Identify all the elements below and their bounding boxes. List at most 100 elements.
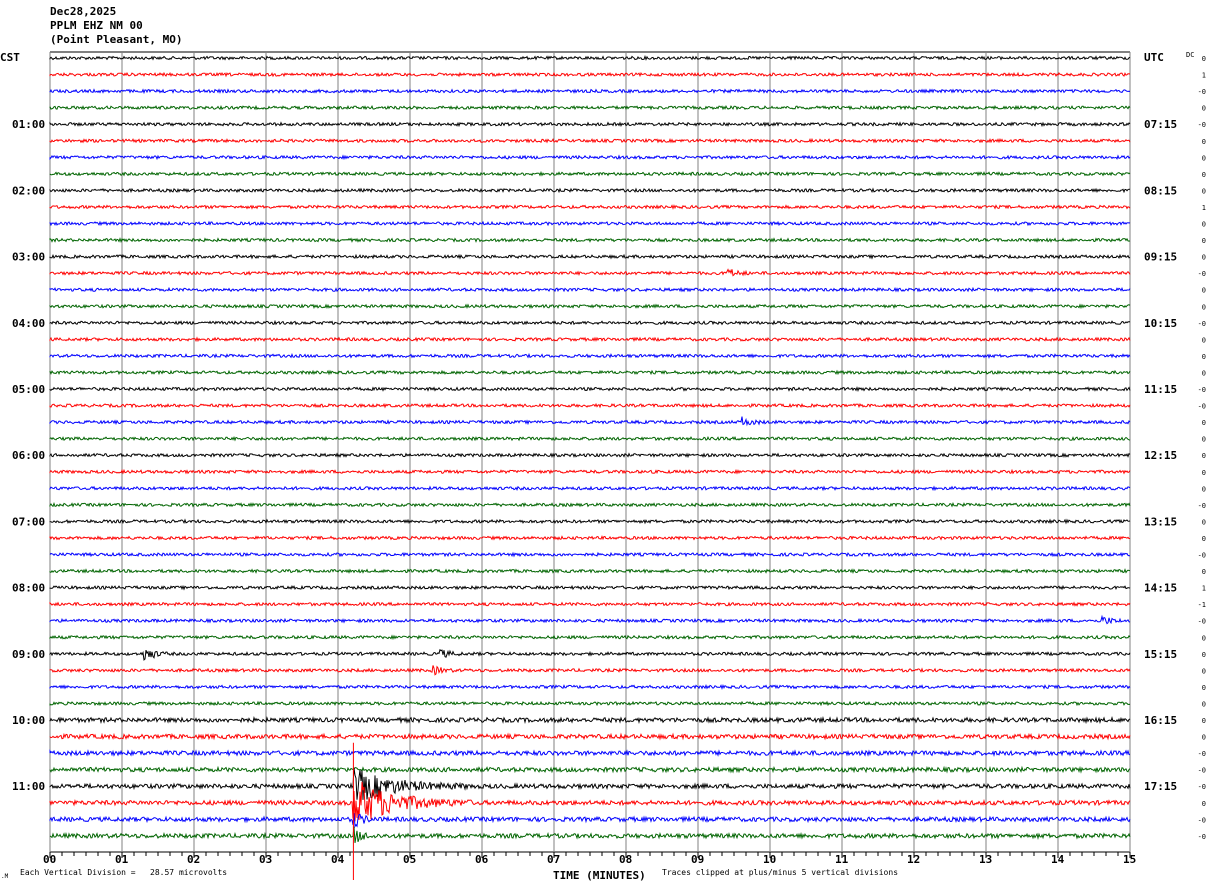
left-timezone-label: CST [0, 51, 20, 64]
x-tick-label: 13 [979, 853, 992, 866]
trace-3 [49, 104, 1131, 111]
right-hour-label: 14:15 [1144, 582, 1177, 595]
trace-4 [49, 121, 1131, 128]
clip-note: Traces clipped at plus/minus 5 vertical … [662, 868, 898, 877]
right-hour-label: 08:15 [1144, 184, 1177, 197]
dc-offset: 0 [1202, 651, 1206, 659]
dc-offset: -0 [1198, 833, 1206, 841]
station-code: PPLM EHZ NM 00 [50, 19, 143, 32]
left-hour-label: 03:00 [12, 251, 45, 264]
dc-offset: 0 [1202, 684, 1206, 692]
x-tick-label: 02 [187, 853, 200, 866]
dc-offset: 0 [1202, 717, 1206, 725]
dc-offset: 0 [1202, 700, 1206, 708]
traces [49, 54, 1131, 880]
dc-offset: 0 [1202, 734, 1206, 742]
trace-2 [49, 88, 1131, 95]
dc-offset: 0 [1202, 154, 1206, 162]
trace-0 [49, 54, 1131, 61]
trace-43 [49, 765, 1131, 774]
dc-offset: -0 [1198, 403, 1206, 411]
trace-21 [49, 402, 1131, 409]
trace-14 [49, 286, 1131, 293]
right-hour-label: 15:15 [1144, 648, 1177, 661]
x-tick-label: 01 [115, 853, 129, 866]
trace-1 [49, 71, 1131, 78]
dc-offset: 0 [1202, 171, 1206, 179]
dc-offset: -0 [1198, 816, 1206, 824]
left-hour-label: 08:00 [12, 582, 45, 595]
trace-38 [49, 683, 1131, 690]
x-axis-title: TIME (MINUTES) [553, 869, 646, 882]
dc-offset: 0 [1202, 303, 1206, 311]
left-hour-label: 09:00 [12, 648, 45, 661]
trace-12 [49, 253, 1131, 260]
right-hour-label: 11:15 [1144, 383, 1177, 396]
dc-offset: 0 [1202, 469, 1206, 477]
dc-offset: 1 [1202, 204, 1206, 212]
dc-offset: 0 [1202, 287, 1206, 295]
dc-offset: 0 [1202, 419, 1206, 427]
trace-22 [49, 416, 1131, 427]
left-hour-label: 04:00 [12, 317, 45, 330]
left-hour-label: 06:00 [12, 449, 45, 462]
trace-29 [49, 535, 1131, 541]
trace-24 [49, 452, 1131, 459]
dc-header: DC [1186, 51, 1194, 59]
trace-16 [49, 319, 1131, 326]
trace-25 [49, 468, 1131, 475]
trace-18 [49, 352, 1131, 359]
left-hour-label: 02:00 [12, 184, 45, 197]
dc-offset: 0 [1202, 221, 1206, 229]
dc-offset: -0 [1198, 270, 1206, 278]
trace-35 [49, 634, 1131, 641]
trace-47 [49, 826, 1131, 843]
dc-offset: 1 [1202, 585, 1206, 593]
trace-42 [49, 749, 1131, 758]
dc-offset: 0 [1202, 105, 1206, 113]
trace-34 [49, 614, 1131, 625]
dc-offset: -0 [1198, 552, 1206, 560]
right-hour-label: 07:15 [1144, 118, 1177, 131]
dc-offset: 0 [1202, 336, 1206, 344]
dc-offset: -0 [1198, 783, 1206, 791]
right-hour-label: 09:15 [1144, 251, 1177, 264]
dc-offset: -0 [1198, 502, 1206, 510]
dc-offset: -0 [1198, 386, 1206, 394]
trace-27 [49, 501, 1131, 508]
trace-5 [49, 137, 1131, 144]
trace-23 [49, 435, 1131, 442]
trace-9 [49, 204, 1131, 210]
trace-32 [49, 584, 1131, 591]
right-hour-label: 16:15 [1144, 714, 1177, 727]
trace-11 [49, 237, 1131, 243]
trace-30 [49, 551, 1130, 558]
dc-offset: 0 [1202, 667, 1206, 675]
left-hour-label: 11:00 [12, 780, 45, 793]
dc-offset: 0 [1202, 535, 1206, 543]
right-hour-label: 13:15 [1144, 515, 1177, 528]
corner-mark: .M [1, 873, 9, 880]
dc-offset: -0 [1198, 750, 1206, 758]
x-tick-label: 15 [1123, 853, 1136, 866]
left-hour-label: 05:00 [12, 383, 45, 396]
trace-13 [49, 268, 1131, 277]
scale-note: Each Vertical Division = 28.57 microvolt… [20, 868, 227, 877]
dc-offset: -0 [1198, 121, 1206, 129]
dc-offset: -0 [1198, 88, 1206, 96]
trace-40 [49, 716, 1131, 725]
x-tick-label: 09 [691, 853, 704, 866]
x-tick-label: 06 [475, 853, 489, 866]
dc-offset: 0 [1202, 485, 1206, 493]
trace-45 [49, 781, 1131, 822]
trace-26 [49, 485, 1131, 492]
trace-7 [49, 170, 1131, 177]
x-tick-label: 03 [259, 853, 272, 866]
trace-17 [49, 336, 1131, 343]
x-tick-label: 05 [403, 853, 416, 866]
x-tick-label: 07 [547, 853, 560, 866]
dc-offset: -0 [1198, 320, 1206, 328]
trace-36 [49, 648, 1131, 661]
x-tick-label: 08 [619, 853, 632, 866]
trace-15 [49, 303, 1131, 310]
